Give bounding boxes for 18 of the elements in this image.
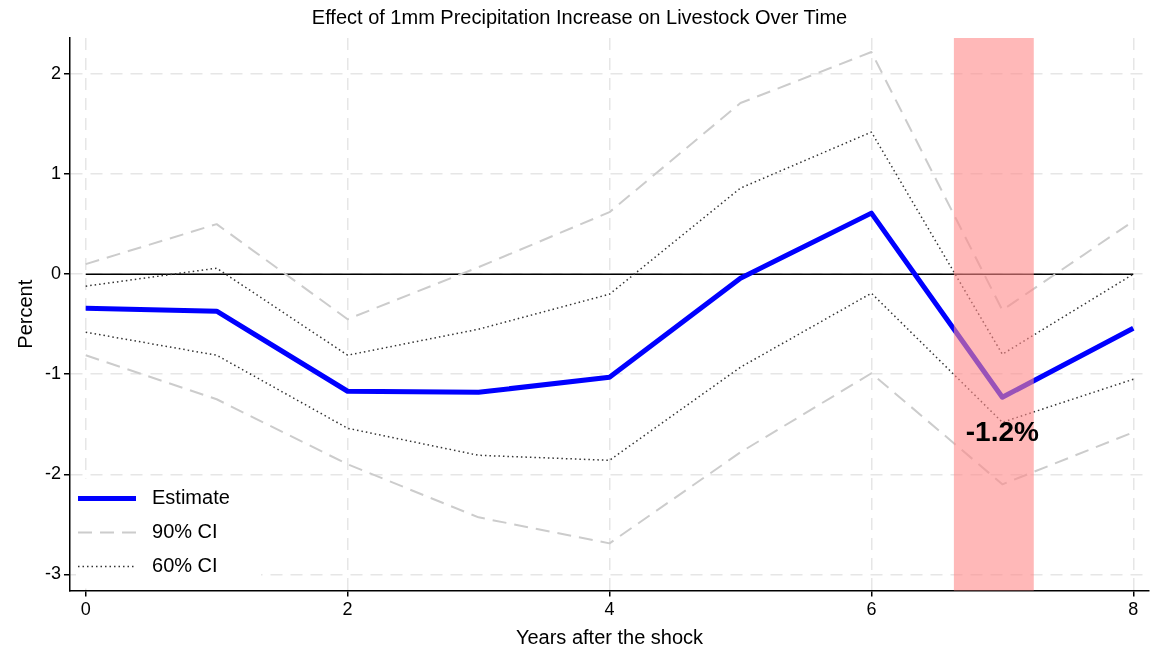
legend-label: 90% CI — [152, 519, 218, 542]
y-tick-label: 1 — [50, 163, 61, 184]
x-axis-title: Years after the shock — [515, 625, 705, 648]
chart-title: Effect of 1mm Precipitation Increase on Livestock Over Time — [311, 5, 848, 28]
x-tick-label: 6 — [866, 599, 877, 620]
y-tick-label: 2 — [50, 62, 61, 83]
legend-label: Estimate — [152, 485, 230, 508]
y-tick-label: -2 — [44, 463, 61, 484]
legend-label: 60% CI — [152, 553, 218, 576]
x-tick-label: 8 — [1128, 599, 1139, 620]
y-tick-label: -3 — [44, 563, 61, 584]
x-tick-label: 4 — [604, 599, 615, 620]
y-tick-label: -1 — [44, 363, 61, 384]
y-tick-label: 0 — [50, 263, 61, 284]
annotation: -1.2% — [965, 415, 1040, 447]
y-axis-title: Percent — [13, 279, 36, 349]
x-tick-label: 2 — [342, 599, 353, 620]
x-tick-label: 0 — [80, 599, 91, 620]
